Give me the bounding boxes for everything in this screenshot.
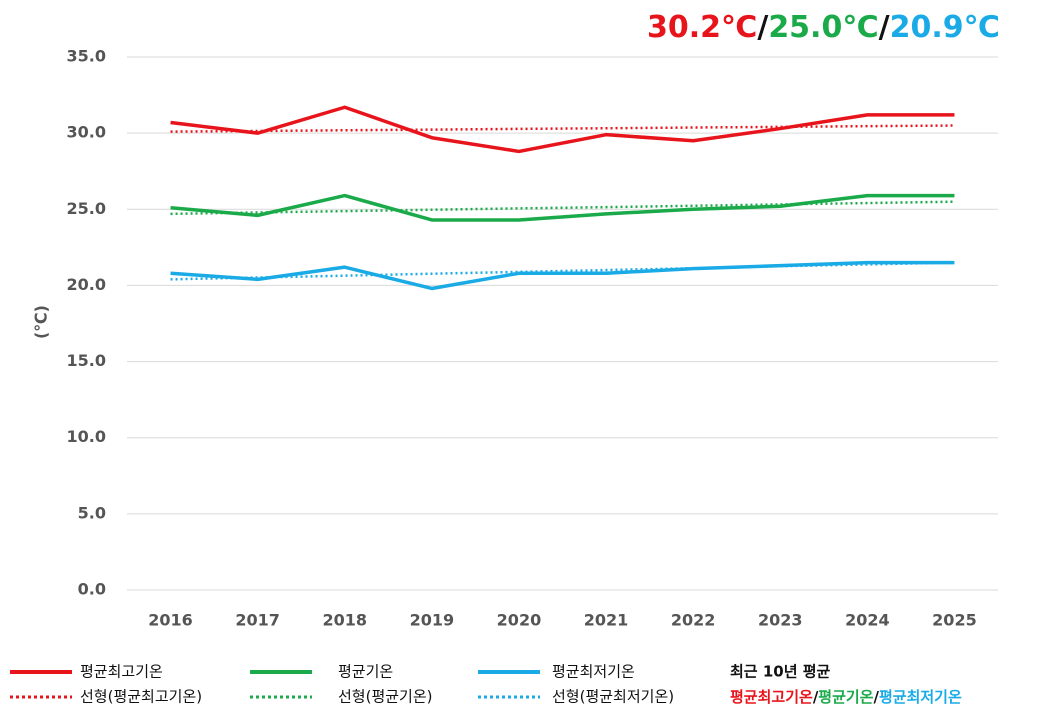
header-part: / [757,10,768,45]
legend-label: 평균최저기온 [552,663,635,681]
legend-note: 평균최고기온/평균기온/평균최저기온 [730,688,962,706]
header-part: / [879,10,890,45]
x-tick-label: 2020 [497,611,542,630]
legend-note-title: 최근 10년 평균 [730,663,831,681]
legend-note-part: / [813,688,819,706]
header-part: 25.0℃ [768,10,878,45]
y-tick-label: 5.0 [78,503,106,522]
y-tick-label: 0.0 [78,580,106,599]
x-tick-label: 2021 [584,611,629,630]
legend-note-part: / [874,688,880,706]
legend-note-part: 평균기온 [818,688,873,706]
x-tick-label: 2022 [671,611,716,630]
y-tick-label: 15.0 [67,351,106,370]
trend-line [170,124,955,133]
y-tick-label: 20.0 [67,275,106,294]
legend-label: 선형(평균최고기온) [80,688,202,706]
y-tick-label: 25.0 [67,199,106,218]
series-line [170,193,955,222]
legend-note-part: 평균최저기온 [879,688,962,706]
x-tick-label: 2018 [322,611,367,630]
legend-label: 선형(평균기온) [338,688,433,706]
x-tick-label: 2017 [235,611,280,630]
trend-line [170,261,955,281]
trend-line [170,200,955,216]
legend-note-part: 평균최고기온 [730,688,813,706]
y-tick-label: 30.0 [67,123,106,142]
header: 30.2℃/25.0℃/20.9℃ [647,10,1000,45]
y-axis-label: (℃) [32,305,51,339]
y-tick-label: 10.0 [67,427,106,446]
series-line [170,105,955,154]
series-line [170,260,955,291]
x-tick-label: 2023 [758,611,803,630]
x-tick-label: 2016 [148,611,193,630]
x-tick-label: 2019 [410,611,455,630]
header-part: 30.2℃ [647,10,757,45]
x-tick-label: 2024 [845,611,890,630]
header-part: 20.9℃ [890,10,1000,45]
legend-label: 평균최고기온 [80,663,163,681]
legend-label: 선형(평균최저기온) [552,688,674,706]
x-tick-label: 2025 [932,611,977,630]
y-tick-label: 35.0 [67,47,106,66]
legend-label: 평균기온 [338,663,393,681]
